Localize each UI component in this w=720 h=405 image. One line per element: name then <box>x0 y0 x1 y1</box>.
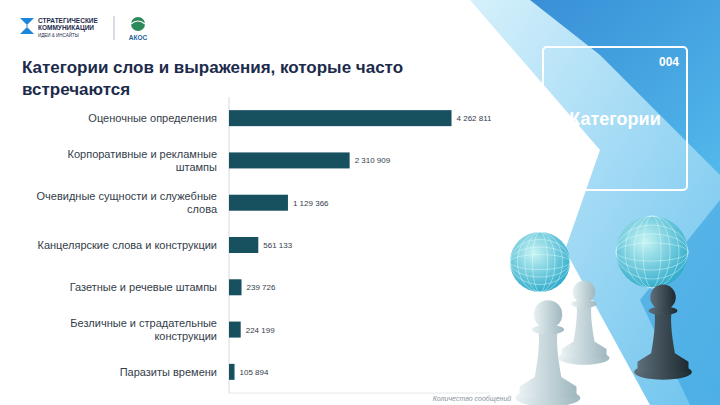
bar <box>229 237 258 253</box>
badge-frame <box>543 47 687 190</box>
sphere-grid <box>625 216 679 288</box>
partner-icon <box>131 21 145 24</box>
sphere-grid <box>643 216 661 288</box>
bars <box>229 110 452 380</box>
bar <box>229 364 235 380</box>
sphere-body <box>616 216 688 288</box>
category-label: Безличные и страдательныеконструкции <box>70 317 217 342</box>
sphere-grid <box>510 255 570 270</box>
pawn-body <box>562 306 607 359</box>
page: 004 Категории СТРАТЕГИЧЕСКИЕКОММУНИКАЦИИИД… <box>0 0 720 405</box>
logo-text: КОММУНИКАЦИИ <box>38 24 94 32</box>
sphere-grid <box>616 243 688 261</box>
axis-title: Количество сообщений <box>433 395 512 403</box>
category-label: Паразиты времени <box>120 366 217 378</box>
pawn-head <box>534 300 563 329</box>
logo-icon <box>20 18 34 34</box>
partner-icon <box>131 17 145 31</box>
logo-divider <box>114 16 115 40</box>
value-label: 1 129 366 <box>293 199 329 208</box>
bar <box>229 110 452 126</box>
category-label: Газетные и речевые штампы <box>70 281 217 293</box>
pawn <box>559 281 610 365</box>
badge-number: 004 <box>659 55 679 69</box>
pawn-body <box>520 332 577 399</box>
sphere-grid <box>518 232 563 292</box>
category-label: Канцелярские слова и конструкции <box>38 239 217 251</box>
pawn <box>634 284 692 379</box>
sphere-grid <box>510 240 570 285</box>
value-label: 224 199 <box>246 326 275 335</box>
bg-shape <box>470 0 720 405</box>
bar <box>229 322 241 338</box>
sphere <box>616 216 688 288</box>
category-label: Корпоративные и рекламныештампы <box>68 148 218 173</box>
decoration <box>470 0 720 405</box>
sphere-body <box>510 232 570 292</box>
value-label: 561 133 <box>263 241 292 250</box>
value-label: 239 726 <box>247 283 276 292</box>
bar <box>229 152 350 168</box>
badge-title: Категории <box>569 109 660 129</box>
bar <box>229 279 242 295</box>
sphere-grid <box>533 232 548 292</box>
logo: СТРАТЕГИЧЕСКИЕКОММУНИКАЦИИИДЕИ & ИНСАЙТЫ… <box>20 16 148 41</box>
category-label: Оценочные определения <box>88 112 217 124</box>
pawn-head <box>573 281 596 304</box>
logo-text: ИДЕИ & ИНСАЙТЫ <box>38 31 79 38</box>
bar <box>229 195 288 211</box>
category-label: Очевидные сущности и служебныеслова <box>37 190 218 215</box>
value-label: 105 894 <box>240 368 269 377</box>
partner-text: АКОС <box>129 34 148 41</box>
pawn-head <box>650 284 676 310</box>
value-axis <box>229 393 490 394</box>
chart-title: Категории слов и выражения, которые част… <box>22 58 403 99</box>
badge: 004 Категории <box>543 47 687 190</box>
pawn-body <box>638 313 689 373</box>
logo-text: СТРАТЕГИЧЕСКИЕ <box>38 17 99 24</box>
value-label: 2 310 909 <box>355 156 391 165</box>
sphere <box>510 232 570 292</box>
bg-band <box>530 0 720 175</box>
value-label: 4 262 811 <box>457 114 493 123</box>
sphere-grid <box>616 225 688 279</box>
